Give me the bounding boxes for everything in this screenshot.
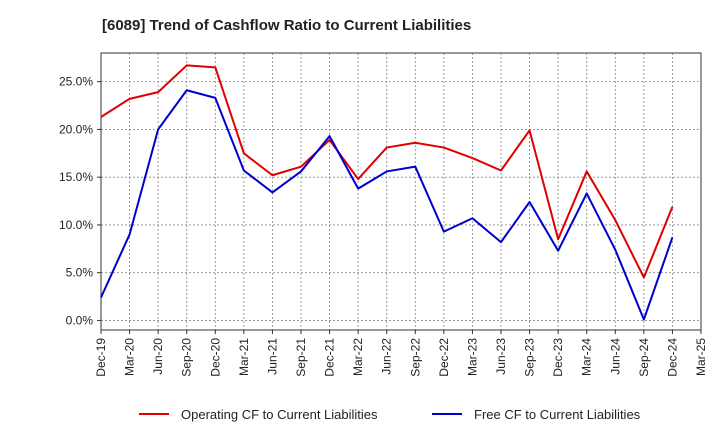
x-tick-label: Mar-23 [465,338,479,376]
plot-area: 0.0% 5.0% 10.0% 15.0% 20.0% 25.0% Dec-19 Mar-20… [59,52,708,377]
x-tick-label: Mar-25 [694,338,708,376]
x-tick-label: Dec-24 [665,338,679,377]
y-tick-label: 25.0% [59,75,93,89]
x-tick-label: Jun-23 [494,338,508,375]
x-tick-label: Mar-21 [237,338,251,376]
series-line-1 [100,64,674,279]
x-tick-label: Sep-21 [294,338,308,377]
x-tick-label: Jun-22 [380,338,394,375]
legend-label-1: Operating CF to Current Liabilities [181,407,378,422]
x-tick-label: Jun-20 [151,338,165,375]
x-tick-label: Mar-20 [123,338,137,376]
y-tick-label: 15.0% [59,170,93,184]
plot-background [101,53,701,330]
x-tick-label: Sep-23 [523,338,537,377]
legend: Operating CF to Current Liabilities Free … [139,407,641,422]
x-tick-label: Dec-20 [208,338,222,377]
legend-label-2: Free CF to Current Liabilities [474,407,641,422]
x-tick-label: Jun-24 [608,338,622,375]
y-tick-label: 10.0% [59,218,93,232]
series-line-2 [100,89,674,321]
x-tick-label: Mar-22 [351,338,365,376]
y-tick-label: 20.0% [59,122,93,136]
x-tick-label: Dec-19 [94,338,108,377]
x-tick-label: Dec-21 [323,338,337,377]
y-tick-label: 0.0% [66,313,94,327]
x-tick-label: Sep-20 [180,338,194,377]
chart-title: [6089] Trend of Cashflow Ratio to Curren… [102,17,471,34]
x-tick-label: Mar-24 [580,338,594,376]
x-tick-label: Sep-24 [637,338,651,377]
x-tick-label: Jun-21 [265,338,279,375]
x-tick-label: Sep-22 [408,338,422,377]
x-tick-label: Dec-23 [551,338,565,377]
x-tick-label: Dec-22 [437,338,451,377]
plot-frame [100,52,702,331]
y-tick-label: 5.0% [66,266,94,280]
